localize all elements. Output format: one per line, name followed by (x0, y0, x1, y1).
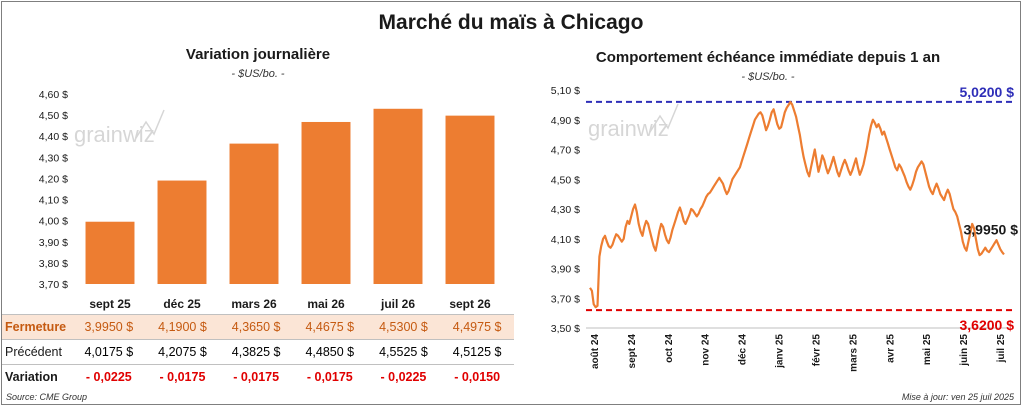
table-cell: 4,2075 $ (158, 345, 207, 359)
y-tick-label: 4,00 $ (39, 216, 68, 228)
x-tick-label: avr 25 (885, 334, 896, 363)
y-tick-label: 4,60 $ (39, 89, 68, 101)
low-label: 3,6200 $ (960, 317, 1015, 333)
y-tick-label: 4,30 $ (39, 152, 68, 164)
line-chart-unit: - $US/bo. - (741, 71, 795, 83)
table-row-fermeture: Fermeture 3,9950 $ 4,1900 $ 4,3650 $ 4,4… (2, 314, 514, 340)
table-cell: 3,9950 $ (84, 320, 134, 334)
table-cell: - 0,0225 (85, 370, 132, 385)
line-chart: grainwiz 3,50 $ 3,70 $ 3,90 $ 4,10 $ 4,30 $ 4,… (551, 84, 1019, 372)
y-tick-label: 3,70 $ (39, 279, 68, 291)
table-cell: 4,5300 $ (379, 320, 428, 334)
price-line (589, 100, 1005, 309)
bar-chart-title: Variation journalière (185, 46, 331, 63)
table-cell: 4,4850 $ (305, 345, 355, 359)
price-table: Fermeture 3,9950 $ 4,1900 $ 4,3650 $ 4,4… (2, 314, 514, 390)
y-tick-label: 4,70 $ (551, 145, 580, 157)
y-tick-label: 3,70 $ (551, 293, 580, 305)
last-price-label: 3,9950 $ (964, 221, 1019, 237)
table-cell: - 0,0175 (159, 370, 206, 385)
y-tick-label: 4,10 $ (39, 195, 68, 207)
table-cell: 4,3825 $ (231, 345, 281, 359)
table-row-precedent: Précédent 4,0175 $ 4,2075 $ 4,3825 $ 4,4… (2, 340, 514, 365)
x-tick-label: déc 24 (738, 334, 749, 366)
table-cell: 4,5525 $ (379, 345, 428, 359)
table-cell: 4,0175 $ (84, 345, 134, 359)
grainwiz-watermark: grainwiz (588, 103, 679, 141)
y-tick-label: 4,50 $ (551, 174, 580, 186)
svg-text:grainwiz: grainwiz (588, 116, 669, 141)
x-tick-label: sept 26 (449, 297, 491, 311)
bar (229, 143, 279, 284)
x-tick-label: sept 25 (89, 297, 131, 311)
table-row-variation: Variation - 0,0225 - 0,0175 - 0,0175 - 0… (2, 364, 514, 390)
bar-chart: grainwiz 3,70 $ 3,80 $ 3,90 $ 4,00 $ 4,10 $ 4,… (39, 89, 495, 311)
x-tick-label: mars 25 (848, 334, 859, 372)
y-tick-label: 4,20 $ (39, 173, 68, 185)
y-tick-label: 4,50 $ (39, 110, 68, 122)
bar (85, 221, 135, 284)
bar (445, 115, 495, 284)
x-tick-label: févr 25 (811, 334, 822, 367)
y-tick-label: 5,10 $ (551, 85, 580, 97)
table-cell: 4,5125 $ (452, 345, 502, 359)
line-chart-title: Comportement échéance immédiate depuis 1… (595, 49, 941, 66)
y-tick-label: 3,50 $ (551, 323, 580, 335)
x-tick-label: déc 25 (163, 297, 201, 311)
table-cell: - 0,0150 (454, 370, 501, 385)
table-cell: - 0,0175 (306, 370, 353, 385)
x-tick-label: oct 24 (664, 334, 675, 363)
updated-note: Mise à jour: ven 25 juil 2025 (901, 392, 1014, 402)
x-tick-label: sept 24 (627, 334, 638, 369)
x-tick-label: juil 26 (380, 297, 415, 311)
table-cell: 4,4975 $ (452, 320, 502, 334)
x-tick-label: mai 25 (922, 334, 933, 366)
table-cell: - 0,0175 (233, 370, 280, 385)
bar-chart-unit: - $US/bo. - (231, 68, 285, 80)
grainwiz-watermark: grainwiz (74, 109, 165, 147)
y-tick-label: 4,40 $ (39, 131, 68, 143)
y-tick-label: 3,80 $ (39, 258, 68, 270)
svg-text:grainwiz: grainwiz (74, 122, 155, 147)
bar (157, 180, 207, 284)
y-tick-label: 4,10 $ (551, 234, 580, 246)
table-cell: 4,3650 $ (231, 320, 281, 334)
x-tick-label: mai 26 (307, 297, 345, 311)
source-note: Source: CME Group (6, 392, 88, 402)
table-cell: - 0,0225 (380, 370, 427, 385)
table-cell: 4,1900 $ (158, 320, 207, 334)
x-tick-label: mars 26 (231, 297, 277, 311)
row-label: Précédent (5, 345, 62, 359)
main-title: Marché du maïs à Chicago (378, 11, 644, 34)
bar (373, 108, 423, 285)
row-label: Fermeture (5, 320, 67, 334)
high-label: 5,0200 $ (960, 84, 1015, 100)
x-tick-label: juin 25 (959, 334, 970, 367)
y-tick-label: 3,90 $ (551, 264, 580, 276)
table-cell: 4,4675 $ (305, 320, 355, 334)
bar (301, 121, 351, 284)
row-label: Variation (5, 370, 58, 385)
x-tick-label: août 24 (590, 334, 601, 369)
x-tick-label: nov 24 (701, 334, 712, 366)
x-tick-label: juil 25 (996, 334, 1007, 364)
x-tick-label: janv 25 (775, 334, 786, 369)
y-tick-label: 4,30 $ (551, 204, 580, 216)
y-tick-label: 3,90 $ (39, 237, 68, 249)
y-tick-label: 4,90 $ (551, 115, 580, 127)
